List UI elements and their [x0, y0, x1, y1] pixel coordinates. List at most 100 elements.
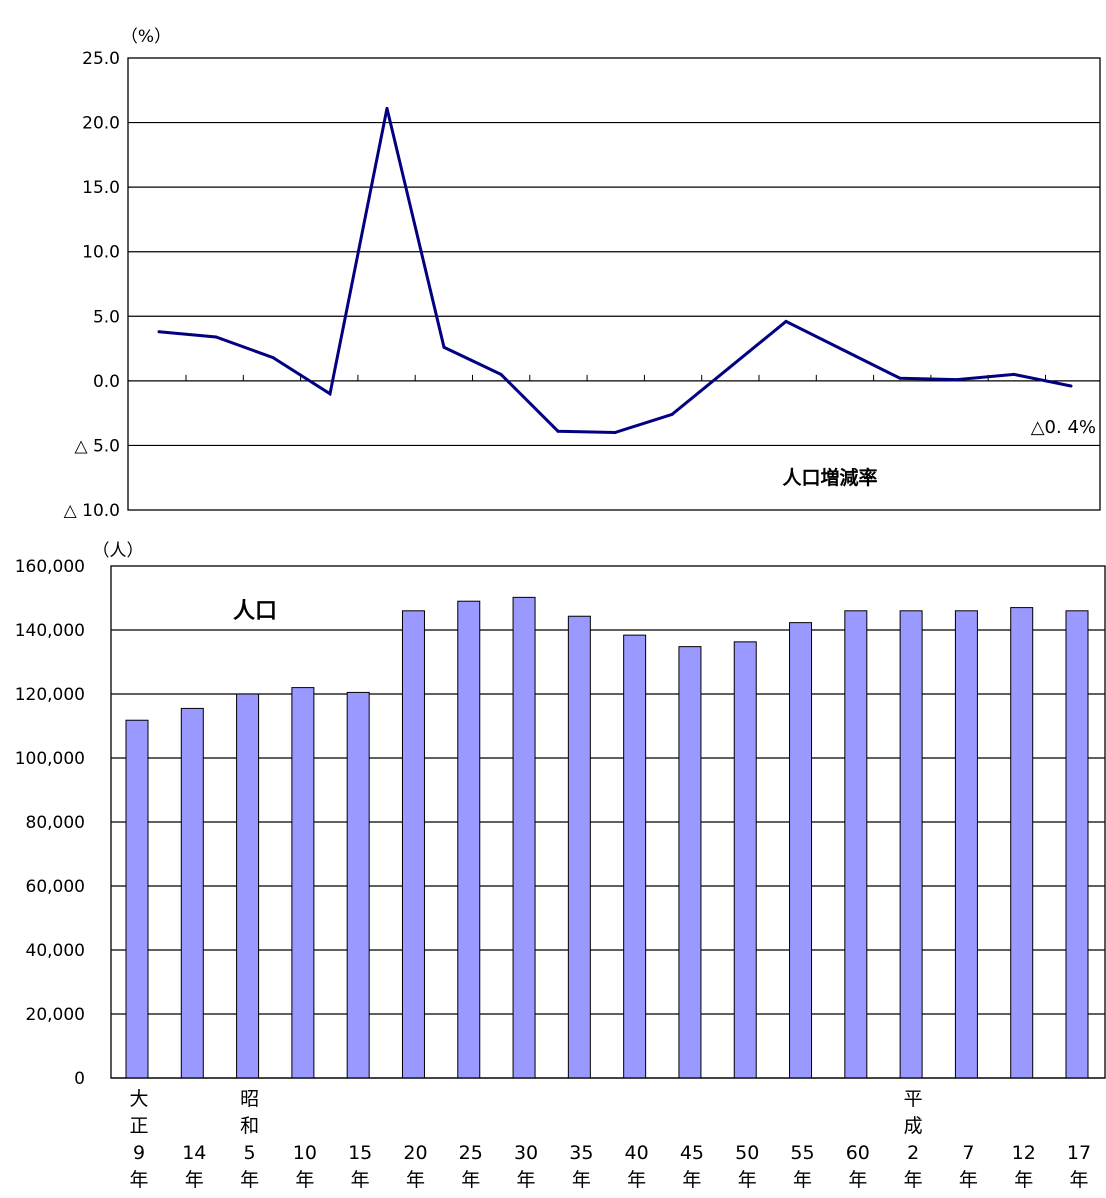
pop-category-label: 10: [293, 1142, 317, 1164]
pop-category-label: 30: [514, 1142, 538, 1164]
rate-plot-frame: [127, 57, 1101, 511]
pop-category-labels: 大正 9 年 14 年 昭和 5 年 10 年 15 年 20 年 25 年 30 年 35 年 40 年 45 年 50 年 55…: [129, 1088, 1091, 1191]
rate-y-tick: 20.0: [82, 114, 120, 134]
pop-category-label: 年: [406, 1169, 425, 1191]
rate-data-point: [784, 319, 788, 323]
pop-category-label: 和: [240, 1115, 259, 1137]
last-value-annotation: △0. 4%: [1031, 417, 1096, 438]
rate-data-point: [385, 106, 389, 110]
rate-data-point: [841, 348, 845, 352]
population-bar: [567, 615, 591, 1079]
pop-y-tick: 20,000: [26, 1005, 85, 1025]
pop-y-tick: 80,000: [26, 813, 85, 833]
pop-category-label: 年: [129, 1169, 148, 1191]
rate-data-point: [556, 429, 560, 433]
pop-category-label: 55: [790, 1142, 814, 1164]
pop-y-tick: 160,000: [15, 557, 85, 577]
population-bar: [346, 691, 370, 1079]
pop-category-label: 年: [848, 1169, 867, 1191]
population-bar-chart: 160,000 140,000 120,000 100,000 80,000 60,000…: [15, 541, 1106, 1191]
pop-category-label: 25: [459, 1142, 483, 1164]
rate-y-tick: △ 5.0: [74, 436, 120, 456]
rate-y-tick: 15.0: [82, 178, 120, 198]
population-bar: [733, 641, 757, 1079]
rate-data-point: [670, 412, 674, 416]
rate-y-tick-labels: 25.0 20.0 15.0 10.0 5.0 0.0 △ 5.0 △ 10.0: [64, 49, 120, 521]
rate-data-point: [157, 330, 161, 334]
pop-category-label: 年: [1069, 1169, 1088, 1191]
growth-rate-chart: 25.0 20.0 15.0 10.0 5.0 0.0 △ 5.0 △ 10.0 （%） 人口…: [64, 27, 1101, 521]
population-bar: [236, 693, 260, 1079]
pop-y-tick: 0: [74, 1069, 85, 1089]
population-bar: [899, 610, 923, 1079]
rate-unit-label: （%）: [121, 27, 171, 47]
population-bar: [954, 610, 978, 1079]
pop-category-label: 年: [627, 1169, 646, 1191]
pop-category-label: 年: [295, 1169, 314, 1191]
pop-category-label: 5: [244, 1142, 256, 1164]
rate-data-point: [214, 335, 218, 339]
population-bar: [678, 646, 702, 1079]
pop-category-label: 年: [240, 1169, 259, 1191]
rate-y-tick: 25.0: [82, 49, 120, 69]
rate-y-tick: △ 10.0: [64, 501, 120, 521]
pop-category-label: 15: [348, 1142, 372, 1164]
population-bar: [789, 622, 813, 1079]
population-bar: [623, 634, 647, 1079]
pop-category-label: 年: [185, 1169, 204, 1191]
rate-data-point: [898, 376, 902, 380]
pop-category-label: 年: [461, 1169, 480, 1191]
pop-category-label: 年: [904, 1169, 923, 1191]
pop-category-label: 昭: [240, 1088, 259, 1110]
rate-y-tick: 5.0: [93, 307, 120, 327]
pop-category-label: 平: [904, 1088, 923, 1110]
rate-data-point: [955, 378, 959, 382]
population-bar: [291, 687, 315, 1079]
rate-data-point: [271, 356, 275, 360]
rate-y-tick: 0.0: [93, 372, 120, 392]
rate-series-label: 人口増減率: [782, 466, 877, 489]
pop-y-tick: 140,000: [15, 621, 85, 641]
pop-category-label: 9: [133, 1142, 145, 1164]
pop-category-label: 年: [1014, 1169, 1033, 1191]
pop-category-label: 45: [680, 1142, 704, 1164]
pop-unit-label: （人）: [93, 541, 144, 561]
pop-category-label: 35: [569, 1142, 593, 1164]
pop-category-label: 60: [846, 1142, 870, 1164]
pop-category-label: 年: [959, 1169, 978, 1191]
pop-category-label: 14: [182, 1142, 206, 1164]
rate-data-point: [499, 372, 503, 376]
population-bar: [180, 707, 204, 1079]
pop-category-label: 20: [403, 1142, 427, 1164]
population-bar: [401, 610, 425, 1079]
rate-data-point: [1012, 372, 1016, 376]
pop-category-label: 17: [1067, 1142, 1091, 1164]
pop-y-tick: 60,000: [26, 877, 85, 897]
population-bar: [1065, 610, 1089, 1079]
pop-category-label: 12: [1012, 1142, 1036, 1164]
pop-category-label: 正: [129, 1115, 148, 1137]
pop-series-label: 人口: [233, 599, 277, 624]
pop-category-label: 年: [572, 1169, 591, 1191]
rate-data-point: [442, 345, 446, 349]
rate-data-point: [328, 392, 332, 396]
pop-category-label: 7: [962, 1142, 974, 1164]
population-bar: [844, 610, 868, 1079]
pop-y-tick: 40,000: [26, 941, 85, 961]
population-bars: [125, 596, 1089, 1079]
pop-category-label: 年: [793, 1169, 812, 1191]
pop-category-label: 年: [682, 1169, 701, 1191]
growth-rate-points: [157, 106, 1073, 435]
population-bar: [457, 600, 481, 1079]
pop-y-tick-labels: 160,000 140,000 120,000 100,000 80,000 60,000…: [15, 557, 85, 1089]
rate-gridlines: [128, 121, 1100, 447]
pop-y-tick: 100,000: [15, 749, 85, 769]
pop-category-label: 40: [625, 1142, 649, 1164]
pop-gridlines: [111, 629, 1105, 1015]
rate-data-point: [613, 431, 617, 435]
pop-category-label: 年: [738, 1169, 757, 1191]
population-bar: [125, 719, 149, 1079]
growth-rate-line: [158, 108, 1072, 435]
pop-category-label: 2: [907, 1142, 919, 1164]
